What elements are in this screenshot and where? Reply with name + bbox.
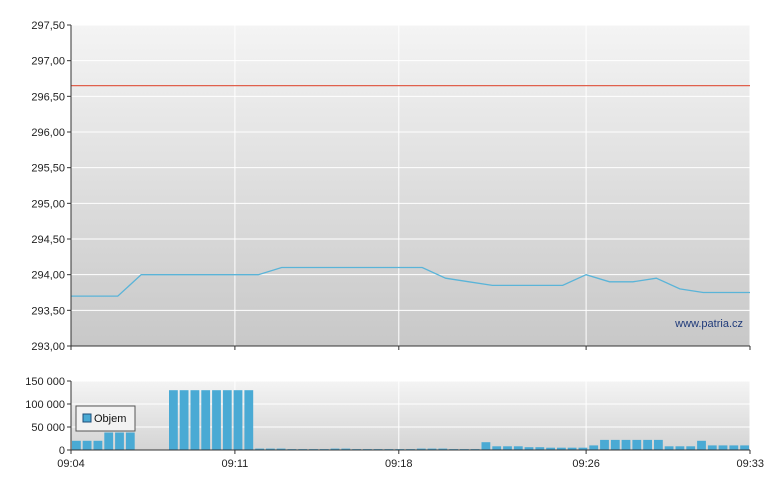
price-tick-label: 293,50 <box>31 305 65 317</box>
price-tick-label: 297,00 <box>31 56 65 68</box>
volume-bar <box>222 390 232 450</box>
price-y-axis: 297,50 297,00 296,50 296,00 295,50 295,00 294,… <box>31 20 751 353</box>
volume-bar <box>675 446 685 450</box>
price-series-group <box>70 266 751 297</box>
volume-bar <box>707 445 717 450</box>
volume-tick-label: 0 <box>59 445 65 457</box>
price-tick-label: 294,00 <box>31 270 65 282</box>
volume-bar <box>330 448 340 450</box>
volume-bar <box>179 390 189 450</box>
price-tick-label: 297,50 <box>31 20 65 32</box>
volume-bar <box>643 439 652 450</box>
price-tick-label: 295,50 <box>31 163 65 175</box>
time-x-axis: 09:04 09:11 09:18 09:26 09:33 <box>57 450 764 470</box>
volume-y-axis: 150 000 100 000 50 000 0 <box>25 376 750 457</box>
volume-bar <box>621 439 631 450</box>
volume-bar <box>201 390 211 450</box>
volume-bar <box>104 432 114 450</box>
x-tick-label: 09:04 <box>57 458 85 470</box>
volume-bar <box>125 432 135 450</box>
x-tick-label: 09:26 <box>572 458 600 470</box>
volume-bar <box>610 439 620 450</box>
price-tick-label: 293,00 <box>31 341 65 353</box>
volume-bar <box>589 445 599 450</box>
price-tick-label: 295,00 <box>31 198 65 210</box>
volume-bar <box>438 448 448 450</box>
volume-bar <box>740 445 749 450</box>
volume-bar <box>535 447 545 450</box>
volume-tick-label: 150 000 <box>25 376 65 388</box>
x-tick-label: 09:18 <box>385 458 413 470</box>
volume-bar <box>697 440 706 450</box>
volume-bar <box>567 447 577 450</box>
price-tick-label: 294,50 <box>31 234 65 246</box>
volume-bar <box>513 446 523 450</box>
volume-legend: Objem <box>75 405 136 432</box>
volume-bar <box>72 440 81 450</box>
volume-bar <box>341 448 351 450</box>
price-series-line <box>71 266 750 297</box>
volume-bar <box>276 448 286 450</box>
x-tick-label: 09:33 <box>736 458 764 470</box>
volume-bar <box>546 447 555 450</box>
legend-box <box>75 405 136 432</box>
volume-bar <box>557 447 566 450</box>
volume-bar <box>578 447 588 450</box>
volume-bar <box>244 390 254 450</box>
volume-bar <box>212 390 221 450</box>
volume-bar <box>233 390 243 450</box>
volume-bar <box>654 439 663 450</box>
volume-bar <box>416 448 426 450</box>
x-tick-label: 09:11 <box>222 458 249 470</box>
price-tick-label: 296,00 <box>31 127 65 139</box>
volume-tick-label: 100 000 <box>25 399 65 411</box>
volume-bar <box>686 446 696 450</box>
volume-bar <box>266 448 275 450</box>
legend-swatch <box>82 413 92 423</box>
volume-bar <box>600 439 609 450</box>
volume-bar <box>82 440 92 450</box>
volume-bar <box>729 445 739 450</box>
price-tick-label: 296,50 <box>31 91 65 103</box>
volume-bar <box>190 390 200 450</box>
legend-label: Objem <box>94 413 126 425</box>
volume-bar <box>664 446 674 450</box>
volume-bar <box>255 448 264 450</box>
volume-tick-label: 50 000 <box>31 422 65 434</box>
volume-bar <box>427 448 437 450</box>
volume-bar <box>169 390 178 450</box>
volume-bar <box>93 440 103 450</box>
volume-bar <box>492 446 502 450</box>
volume-bar <box>481 442 491 450</box>
volume-bar <box>632 439 642 450</box>
watermark-text[interactable]: www.patria.cz <box>674 318 743 330</box>
price-plot-background <box>71 25 750 346</box>
volume-bar <box>115 432 124 450</box>
volume-bar <box>718 445 728 450</box>
price-panel: 297,50 297,00 296,50 296,00 295,50 295,00 294,… <box>31 20 751 353</box>
volume-bar <box>524 447 534 450</box>
volume-bar <box>503 446 512 450</box>
